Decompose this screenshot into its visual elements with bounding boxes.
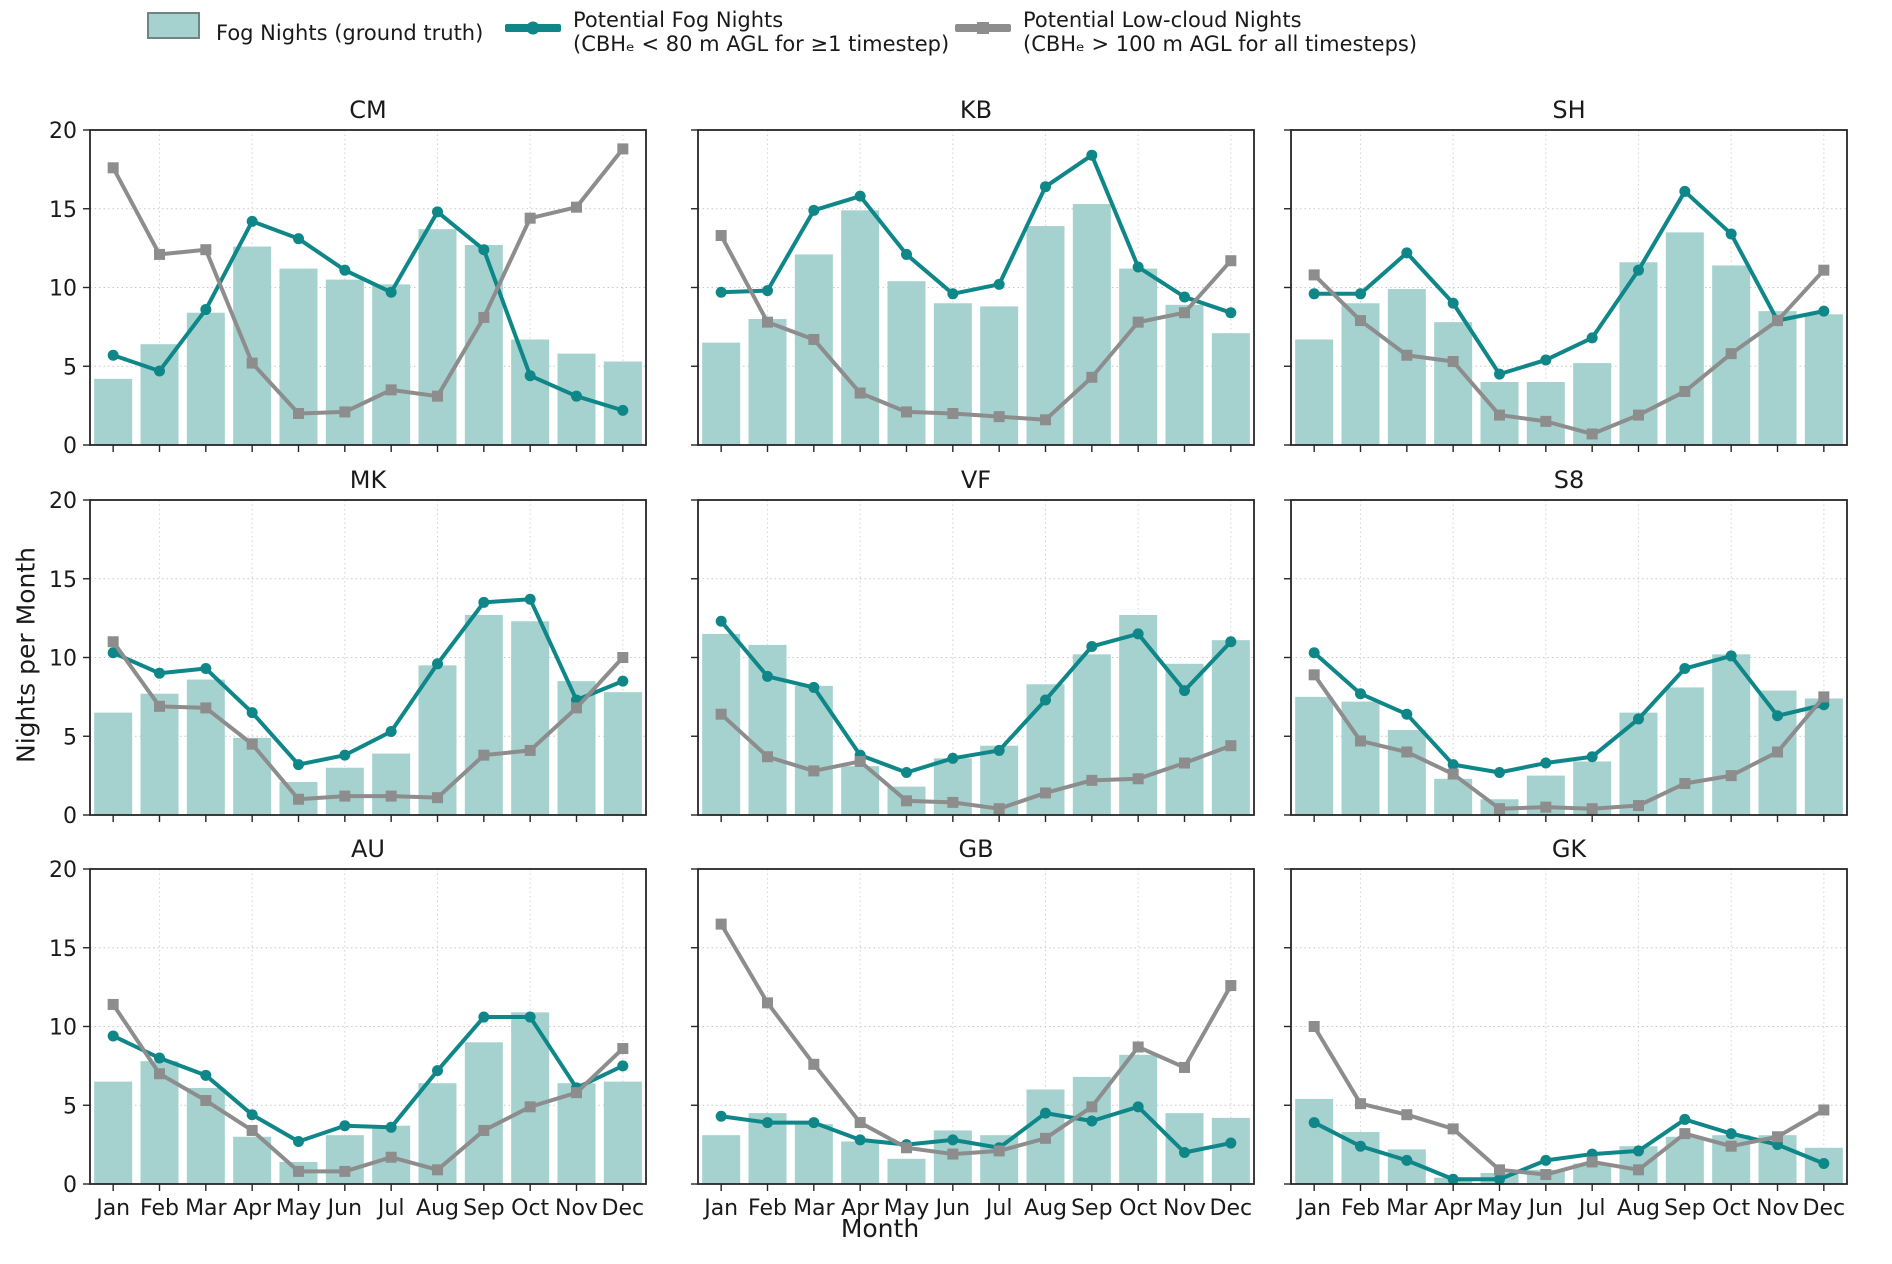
subplot-AU: Jan Feb Mar Apr May Jun Jul Aug Sep Oct Nov Dec 0 5 10… [49,835,647,1221]
svg-text:Dec: Dec [1210,1196,1253,1221]
svg-text:Jun: Jun [1527,1196,1563,1221]
svg-text:15: 15 [49,198,77,223]
svg-text:May: May [884,1196,929,1221]
svg-text:Jul: Jul [1577,1196,1606,1221]
svg-text:SH: SH [1552,96,1585,124]
subplot-SH: SH [1284,96,1848,452]
svg-text:Jan: Jan [94,1196,130,1221]
svg-text:Apr: Apr [841,1196,880,1221]
legend-item-fog-nights-bar: Fog Nights (ground truth) [147,12,483,47]
svg-text:Sep: Sep [1664,1196,1705,1221]
svg-text:Jan: Jan [702,1196,738,1221]
legend: Fog Nights (ground truth) Potential Fog … [0,8,1892,72]
subplot-S8: S8 [1284,466,1848,822]
fog-line-swatch-icon [505,21,561,35]
svg-text:Jun: Jun [934,1196,970,1221]
svg-text:20: 20 [49,119,77,144]
svg-text:Aug: Aug [1024,1196,1067,1221]
svg-text:0: 0 [63,804,77,829]
svg-text:15: 15 [49,568,77,593]
svg-text:KB: KB [960,96,992,124]
svg-text:0: 0 [63,434,77,459]
svg-text:May: May [1477,1196,1522,1221]
svg-text:Mar: Mar [185,1196,227,1221]
svg-text:Apr: Apr [1434,1196,1473,1221]
svg-text:May: May [276,1196,321,1221]
svg-text:Dec: Dec [602,1196,645,1221]
bar-swatch-icon [147,12,200,39]
svg-text:Jul: Jul [376,1196,405,1221]
svg-text:AU: AU [351,835,385,863]
subplot-GK: Jan Feb Mar Apr May Jun Jul Aug Sep Oct Nov Dec GK [1284,835,1848,1221]
subplot-KB: KB [691,96,1255,452]
svg-text:5: 5 [63,725,77,750]
svg-text:20: 20 [49,489,77,514]
svg-text:Oct: Oct [1712,1196,1750,1221]
legend-label-bar: Fog Nights (ground truth) [216,21,484,45]
svg-text:Jun: Jun [326,1196,362,1221]
svg-text:Nov: Nov [1756,1196,1799,1221]
svg-text:Jul: Jul [984,1196,1013,1221]
svg-text:0: 0 [63,1173,77,1198]
legend-label-lowcloud-line2: (CBHₑ > 100 m AGL for all timesteps) [1023,32,1418,56]
x-axis-label: Month [840,1214,920,1243]
legend-label-lowcloud-line1: Potential Low-cloud Nights [1023,8,1302,32]
svg-text:GB: GB [958,835,993,863]
legend-item-potential-fog: Potential Fog Nights (CBHₑ < 80 m AGL fo… [505,8,949,56]
svg-text:VF: VF [961,466,991,494]
legend-label-lowcloud: Potential Low-cloud Nights (CBHₑ > 100 m… [1023,8,1417,56]
svg-text:Mar: Mar [793,1196,835,1221]
svg-text:Nov: Nov [555,1196,598,1221]
svg-text:Mar: Mar [1386,1196,1428,1221]
svg-text:Feb: Feb [748,1196,787,1221]
svg-text:Sep: Sep [1071,1196,1112,1221]
svg-text:S8: S8 [1554,466,1585,494]
legend-label-fog: Potential Fog Nights (CBHₑ < 80 m AGL fo… [573,8,949,56]
svg-text:Feb: Feb [1341,1196,1380,1221]
svg-text:GK: GK [1552,835,1588,863]
subplot-CM: 0 5 10 15 20 CM [49,96,647,459]
svg-text:Oct: Oct [511,1196,549,1221]
svg-text:MK: MK [350,466,388,494]
legend-label-fog-line1: Potential Fog Nights [573,8,784,32]
svg-text:10: 10 [49,277,77,302]
svg-text:Oct: Oct [1119,1196,1157,1221]
svg-text:10: 10 [49,647,77,672]
legend-item-potential-lowcloud: Potential Low-cloud Nights (CBHₑ > 100 m… [955,8,1417,56]
svg-text:Feb: Feb [140,1196,179,1221]
svg-text:Dec: Dec [1803,1196,1846,1221]
svg-text:Aug: Aug [416,1196,459,1221]
svg-text:CM: CM [349,96,386,124]
subplot-MK: 0 5 10 15 20 MK [49,466,647,829]
svg-text:5: 5 [63,355,77,380]
svg-text:Jan: Jan [1295,1196,1331,1221]
svg-text:Apr: Apr [233,1196,272,1221]
svg-text:20: 20 [49,858,77,883]
lowcloud-line-swatch-icon [955,22,1011,34]
subplot-GB: Jan Feb Mar Apr May Jun Jul Aug Sep Oct Nov Dec GB [691,835,1255,1221]
svg-text:Sep: Sep [463,1196,504,1221]
svg-text:5: 5 [63,1094,77,1119]
svg-text:Aug: Aug [1617,1196,1660,1221]
subplot-VF: VF [691,466,1255,822]
svg-text:Nov: Nov [1163,1196,1206,1221]
svg-text:15: 15 [49,937,77,962]
legend-label-fog-line2: (CBHₑ < 80 m AGL for ≥1 timestep) [573,32,950,56]
svg-text:10: 10 [49,1016,77,1041]
